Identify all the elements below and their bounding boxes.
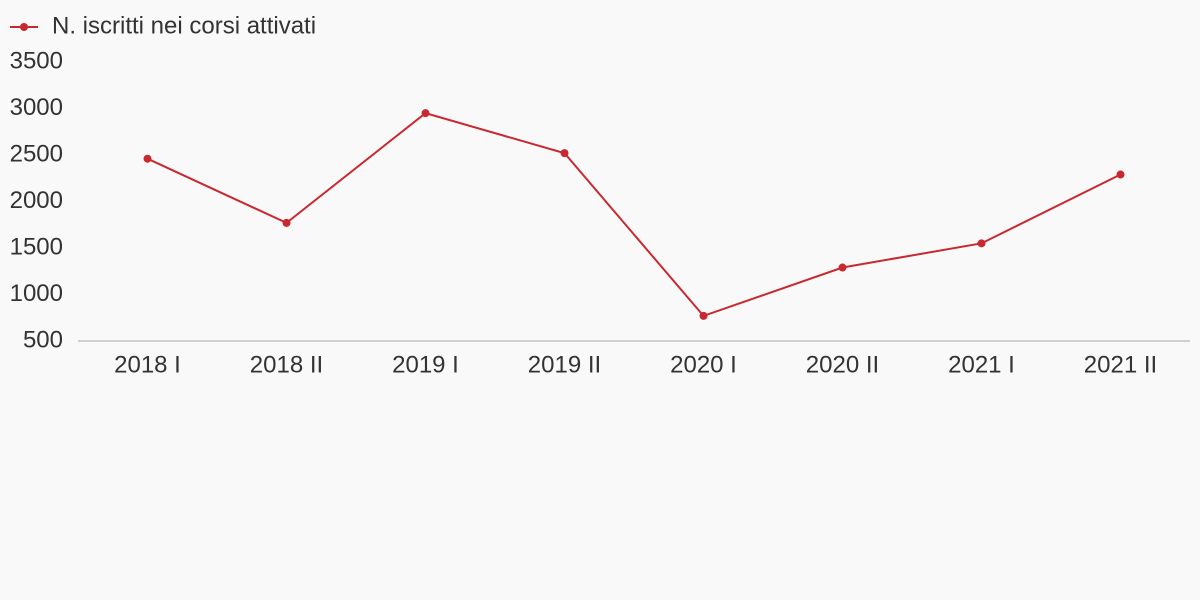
data-point [838, 263, 847, 272]
data-point [282, 218, 291, 227]
y-tick-label: 1500 [10, 233, 63, 260]
x-tick-label: 2020 II [806, 351, 879, 378]
x-tick-label: 2020 I [670, 351, 737, 378]
y-tick-label: 2000 [10, 187, 63, 214]
x-tick-label: 2018 I [114, 351, 181, 378]
y-tick-label: 1000 [10, 280, 63, 307]
data-point [143, 154, 152, 163]
x-tick-label: 2021 I [948, 351, 1015, 378]
y-tick-label: 500 [23, 326, 63, 353]
data-point [560, 149, 569, 158]
legend-marker [20, 23, 28, 31]
data-point [977, 239, 986, 248]
y-tick-label: 2500 [10, 140, 63, 167]
x-tick-label: 2019 II [528, 351, 601, 378]
x-tick-label: 2018 II [250, 351, 323, 378]
series-line [147, 112, 1121, 318]
data-point [699, 311, 708, 320]
x-tick-label: 2019 I [392, 351, 459, 378]
x-tick-label: 2021 II [1084, 351, 1157, 378]
data-point [1116, 170, 1125, 179]
y-tick-label: 3500 [10, 47, 63, 74]
legend-label: N. iscritti nei corsi attivati [52, 12, 316, 39]
data-point [421, 109, 430, 118]
y-tick-label: 3000 [10, 94, 63, 121]
